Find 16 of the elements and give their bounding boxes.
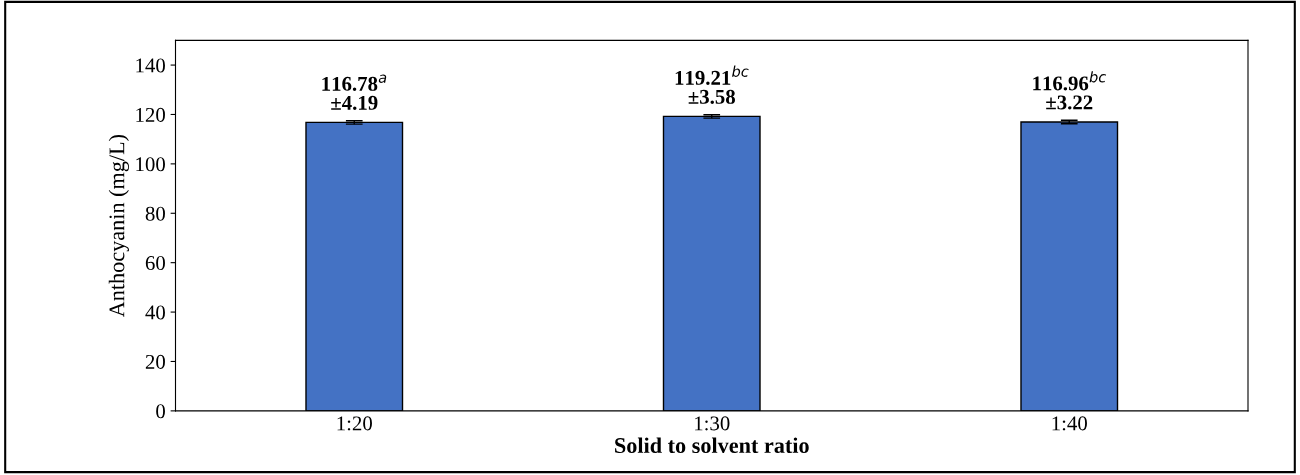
x-tick-label: 1:30	[695, 416, 730, 431]
x-tick-label: 1:20	[337, 416, 372, 431]
y-axis-title: Anthocyanin (mg/L)	[108, 134, 129, 318]
x-axis-title: Solid to solvent ratio	[615, 437, 809, 454]
y-tick-label: 140	[136, 58, 165, 73]
data-label: 116.78$^{a}$ ±4.19	[322, 74, 387, 110]
x-tick-label: 1:40	[1052, 416, 1087, 431]
y-tick-label: 40	[145, 305, 165, 320]
y-tick-label: 80	[145, 206, 165, 221]
data-label: 119.21$^{bc}$ ±3.58	[675, 65, 749, 104]
y-tick-label: 120	[136, 107, 165, 122]
y-tick-label: 100	[136, 157, 165, 172]
data-label: 116.96$^{bc}$ ±3.22	[1033, 71, 1107, 110]
y-tick-label: 20	[145, 354, 165, 369]
y-tick-label: 0	[156, 404, 165, 419]
y-tick-label: 60	[145, 256, 165, 271]
